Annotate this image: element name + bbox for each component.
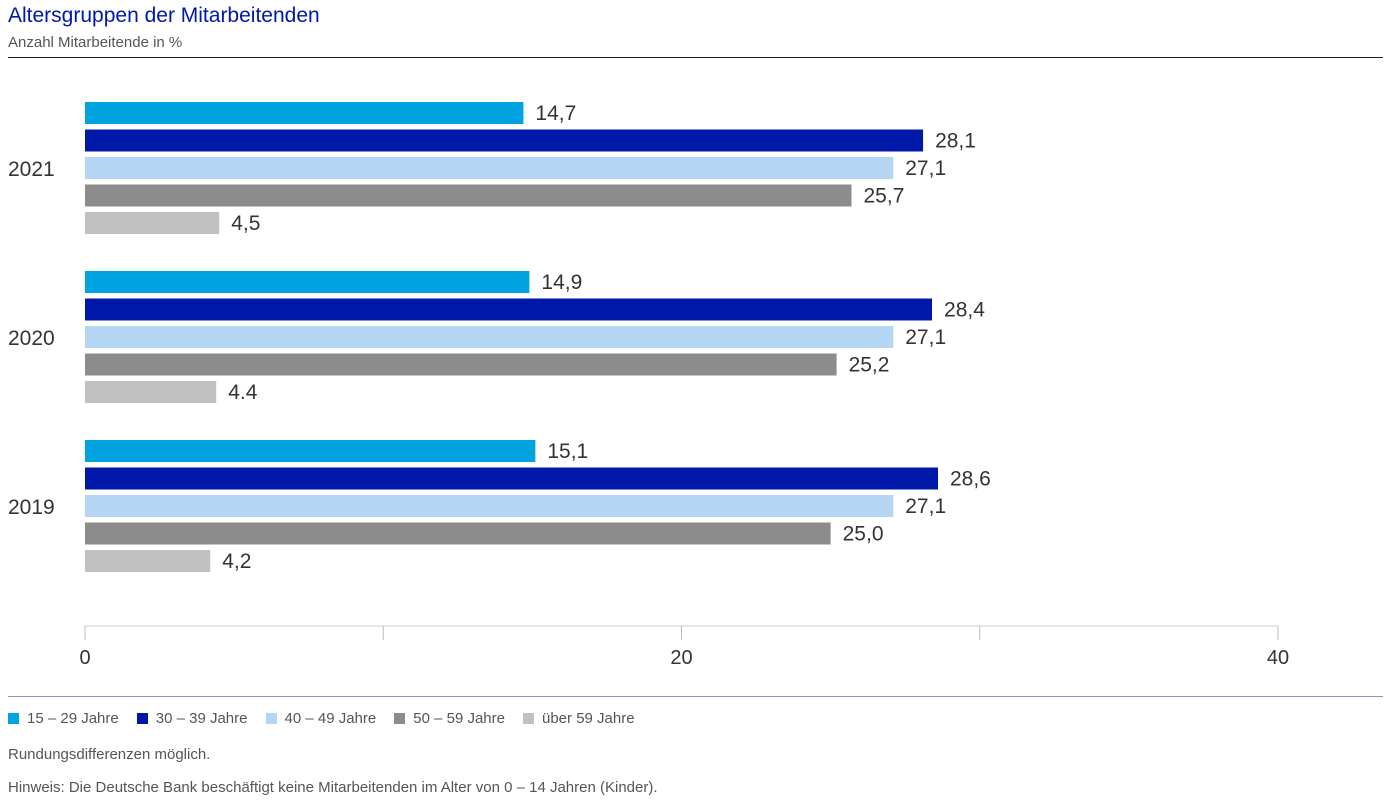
x-tick-label-20: 20 [670, 647, 692, 669]
rounding-note: Rundungsdifferenzen möglich. [8, 746, 211, 763]
top-divider [8, 57, 1383, 58]
bar-2019-series-0 [85, 440, 536, 462]
bar-2021-series-1 [85, 129, 924, 152]
bar-2019-series-1 [85, 467, 938, 490]
value-label-2021-series-2: 27,1 [905, 157, 946, 180]
legend-swatch-30-39 [136, 713, 148, 724]
category-label-2020: 2020 [8, 327, 55, 350]
bar-2020-series-1 [85, 298, 933, 321]
value-label-2020-series-2: 27,1 [905, 326, 946, 349]
legend-swatch-15-29 [8, 713, 19, 724]
chart-title: Altersgruppen der Mitarbeitenden [8, 4, 320, 27]
legend-item-15-29: 15 – 29 Jahre [8, 710, 119, 727]
bar-2020-series-2 [85, 326, 894, 348]
legend-label-over-59: über 59 Jahre [542, 710, 635, 727]
legend-item-50-59: 50 – 59 Jahre [394, 710, 505, 727]
bar-2021-series-0 [85, 102, 524, 124]
legend-item-over-59: über 59 Jahre [523, 710, 635, 727]
value-label-2020-series-4: 4.4 [228, 381, 258, 404]
bar-2019-series-3 [85, 522, 831, 545]
legend-swatch-40-49 [265, 713, 277, 724]
bar-chart: 0 20 4014,728,127,125,74,5202114,928,427,1… [8, 102, 1289, 669]
value-label-2019-series-0: 15,1 [547, 440, 588, 463]
bar-2020-series-0 [85, 271, 530, 293]
value-label-2019-series-3: 25,0 [843, 523, 884, 546]
legend-label-15-29: 15 – 29 Jahre [27, 710, 119, 727]
category-label-2019: 2019 [8, 496, 55, 519]
value-label-2021-series-1: 28,1 [935, 130, 976, 153]
value-label-2020-series-3: 25,2 [849, 354, 890, 377]
bar-2021-series-4 [85, 212, 220, 234]
value-label-2019-series-2: 27,1 [905, 495, 946, 518]
x-tick-label-40: 40 [1267, 647, 1289, 669]
bar-2019-series-2 [85, 495, 894, 517]
value-label-2021-series-0: 14,7 [535, 102, 576, 125]
value-label-2020-series-0: 14,9 [541, 271, 582, 294]
legend-swatch-over-59 [523, 713, 534, 724]
value-label-2019-series-1: 28,6 [950, 468, 991, 491]
legend-item-30-39: 30 – 39 Jahre [136, 710, 248, 727]
legend-item-40-49: 40 – 49 Jahre [265, 710, 377, 727]
value-label-2021-series-3: 25,7 [864, 185, 905, 208]
chart-subtitle: Anzahl Mitarbeitende in % [8, 34, 183, 51]
value-label-2020-series-1: 28,4 [944, 299, 985, 322]
legend-label-50-59: 50 – 59 Jahre [413, 710, 505, 727]
hint-note: Hinweis: Die Deutsche Bank beschäftigt k… [8, 779, 658, 796]
bar-2021-series-3 [85, 184, 852, 207]
legend: 15 – 29 Jahre 30 – 39 Jahre 40 – 49 Jahr… [8, 710, 653, 727]
legend-label-40-49: 40 – 49 Jahre [284, 710, 377, 727]
value-label-2021-series-4: 4,5 [231, 212, 260, 235]
bar-2020-series-4 [85, 381, 217, 403]
legend-label-30-39: 30 – 39 Jahre [155, 710, 248, 727]
category-label-2021: 2021 [8, 158, 55, 181]
bottom-divider [8, 696, 1383, 697]
bar-2019-series-4 [85, 550, 211, 572]
legend-swatch-50-59 [394, 713, 406, 724]
bar-2020-series-3 [85, 353, 837, 376]
value-label-2019-series-4: 4,2 [222, 550, 251, 573]
x-tick-label-0: 0 [79, 647, 90, 669]
bar-2021-series-2 [85, 157, 894, 179]
